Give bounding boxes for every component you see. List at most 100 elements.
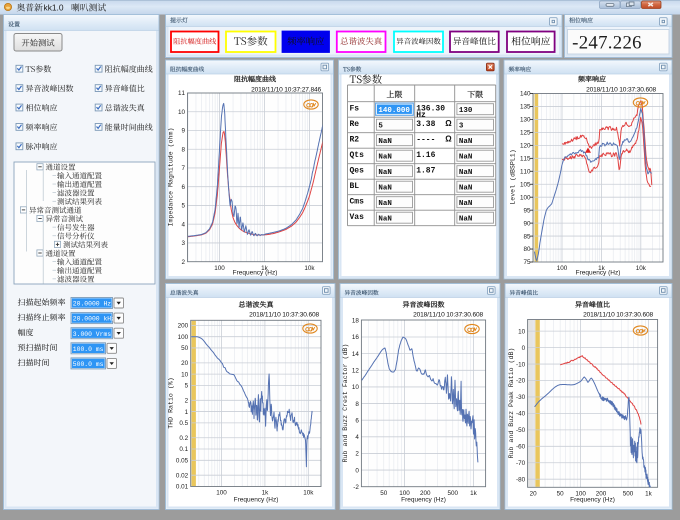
svg-text:Frequency (Hz): Frequency (Hz) bbox=[234, 497, 279, 504]
svg-text:5: 5 bbox=[181, 203, 185, 210]
svg-text:120: 120 bbox=[520, 143, 531, 150]
svg-text:75: 75 bbox=[523, 259, 531, 266]
svg-text:2018/11/10 10:37:30.608: 2018/11/10 10:37:30.608 bbox=[249, 312, 319, 319]
svg-text:Rub and Buzz Crest Factor (dB): Rub and Buzz Crest Factor (dB) bbox=[342, 344, 349, 463]
svg-text:18: 18 bbox=[352, 318, 360, 325]
svg-text:-60: -60 bbox=[516, 444, 526, 451]
svg-text:10: 10 bbox=[518, 328, 526, 335]
svg-text:0: 0 bbox=[355, 467, 359, 474]
svg-text:0.05: 0.05 bbox=[176, 458, 189, 465]
svg-text:10k: 10k bbox=[304, 265, 315, 272]
svg-text:9: 9 bbox=[181, 128, 185, 135]
svg-text:100.0 ms: 100.0 ms bbox=[73, 346, 104, 353]
svg-text:135: 135 bbox=[520, 104, 531, 111]
svg-text:136.30: 136.30 bbox=[416, 105, 445, 114]
svg-text:7: 7 bbox=[181, 165, 185, 172]
svg-text:Level (dBSPL1): Level (dBSPL1) bbox=[510, 149, 517, 204]
svg-text:Fs: Fs bbox=[350, 105, 360, 114]
svg-text:100: 100 bbox=[557, 265, 568, 272]
svg-text:Frequency (Hz): Frequency (Hz) bbox=[401, 497, 446, 504]
svg-text:NaN: NaN bbox=[378, 138, 392, 146]
svg-text:5: 5 bbox=[185, 383, 189, 390]
svg-text:-247.226: -247.226 bbox=[572, 33, 642, 54]
svg-text:10: 10 bbox=[352, 384, 360, 391]
svg-text:200: 200 bbox=[178, 323, 189, 330]
svg-text:Qes: Qes bbox=[350, 167, 365, 176]
svg-text:Impedance Magnitude (ohm): Impedance Magnitude (ohm) bbox=[168, 128, 175, 227]
svg-text:85: 85 bbox=[523, 233, 531, 240]
svg-text:NaN: NaN bbox=[378, 154, 392, 162]
svg-text:1k: 1k bbox=[645, 490, 653, 497]
svg-text:100: 100 bbox=[520, 194, 531, 201]
svg-text:1k: 1k bbox=[262, 490, 270, 497]
svg-text:Rub and Buzz Peak Ratio (dB): Rub and Buzz Peak Ratio (dB) bbox=[508, 348, 515, 459]
svg-text:11: 11 bbox=[178, 90, 186, 97]
svg-text:1k: 1k bbox=[261, 265, 269, 272]
svg-text:1k: 1k bbox=[598, 265, 606, 272]
svg-text:NaN: NaN bbox=[459, 169, 473, 177]
svg-text:-20: -20 bbox=[516, 378, 526, 385]
svg-text:3: 3 bbox=[181, 240, 185, 247]
svg-text:500.0 ms: 500.0 ms bbox=[73, 361, 104, 368]
svg-text:6: 6 bbox=[181, 184, 185, 191]
svg-text:8: 8 bbox=[181, 146, 185, 153]
svg-text:140: 140 bbox=[520, 91, 531, 98]
svg-text:NaN: NaN bbox=[378, 200, 392, 208]
svg-text:500: 500 bbox=[447, 490, 458, 497]
svg-text:Qts: Qts bbox=[350, 151, 365, 160]
svg-text:Hz: Hz bbox=[416, 111, 426, 120]
svg-text:80: 80 bbox=[523, 246, 531, 253]
svg-text:Re: Re bbox=[350, 120, 360, 129]
svg-text:140.000: 140.000 bbox=[378, 107, 410, 115]
svg-text:0.02: 0.02 bbox=[176, 472, 189, 479]
svg-text:NaN: NaN bbox=[459, 154, 473, 162]
svg-text:14: 14 bbox=[352, 351, 360, 358]
svg-text:Ω: Ω bbox=[445, 119, 452, 128]
svg-text:125: 125 bbox=[520, 130, 531, 137]
svg-text:4: 4 bbox=[355, 434, 359, 441]
svg-text:100: 100 bbox=[216, 490, 227, 497]
svg-text:3.000 Vrms: 3.000 Vrms bbox=[73, 331, 112, 338]
svg-text:10k: 10k bbox=[303, 490, 314, 497]
svg-text:0.01: 0.01 bbox=[176, 484, 189, 491]
svg-text:Frequency (Hz): Frequency (Hz) bbox=[576, 270, 621, 277]
svg-text:THD Ratio (%): THD Ratio (%) bbox=[168, 377, 175, 428]
svg-text:100: 100 bbox=[178, 334, 189, 341]
svg-text:20.0000 kHz: 20.0000 kHz bbox=[73, 316, 115, 323]
svg-text:2: 2 bbox=[181, 259, 185, 266]
svg-text:Frequency (Hz): Frequency (Hz) bbox=[233, 270, 278, 277]
svg-text:2018/11/10 10:37:27.846: 2018/11/10 10:37:27.846 bbox=[251, 87, 321, 94]
svg-text:1k: 1k bbox=[470, 490, 478, 497]
svg-text:2: 2 bbox=[185, 398, 189, 405]
svg-text:1.16: 1.16 bbox=[416, 151, 435, 160]
svg-text:4: 4 bbox=[181, 221, 185, 228]
svg-text:NaN: NaN bbox=[459, 200, 473, 208]
svg-text:-50: -50 bbox=[516, 427, 526, 434]
svg-text:0.5: 0.5 bbox=[179, 420, 188, 427]
svg-text:100: 100 bbox=[214, 265, 225, 272]
svg-text:2018/11/10 10:37:30.608: 2018/11/10 10:37:30.608 bbox=[583, 312, 653, 319]
svg-text:10: 10 bbox=[181, 371, 189, 378]
svg-text:NaN: NaN bbox=[459, 185, 473, 193]
svg-text:16: 16 bbox=[352, 334, 360, 341]
svg-text:2018/11/10 10:37:30.608: 2018/11/10 10:37:30.608 bbox=[413, 312, 483, 319]
svg-text:----: ---- bbox=[416, 136, 435, 145]
svg-text:-2: -2 bbox=[353, 484, 359, 491]
svg-text:10k: 10k bbox=[636, 265, 647, 272]
svg-text:1: 1 bbox=[185, 409, 189, 416]
svg-text:0.1: 0.1 bbox=[179, 446, 188, 453]
svg-text:NaN: NaN bbox=[378, 216, 392, 224]
svg-text:NaN: NaN bbox=[459, 138, 473, 146]
svg-text:Vas: Vas bbox=[350, 213, 365, 222]
svg-text:Ω: Ω bbox=[445, 135, 452, 144]
svg-text:3.38: 3.38 bbox=[416, 120, 435, 129]
svg-text:100: 100 bbox=[399, 490, 410, 497]
svg-text:0.2: 0.2 bbox=[179, 435, 188, 442]
svg-text:BL: BL bbox=[350, 182, 360, 191]
svg-text:-30: -30 bbox=[516, 394, 526, 401]
svg-text:-80: -80 bbox=[516, 476, 526, 483]
svg-text:kk1.0: kk1.0 bbox=[44, 3, 64, 13]
svg-text:-10: -10 bbox=[516, 361, 526, 368]
svg-text:130: 130 bbox=[459, 107, 473, 115]
svg-text:2018/11/10 10:37:30.608: 2018/11/10 10:37:30.608 bbox=[586, 87, 656, 94]
